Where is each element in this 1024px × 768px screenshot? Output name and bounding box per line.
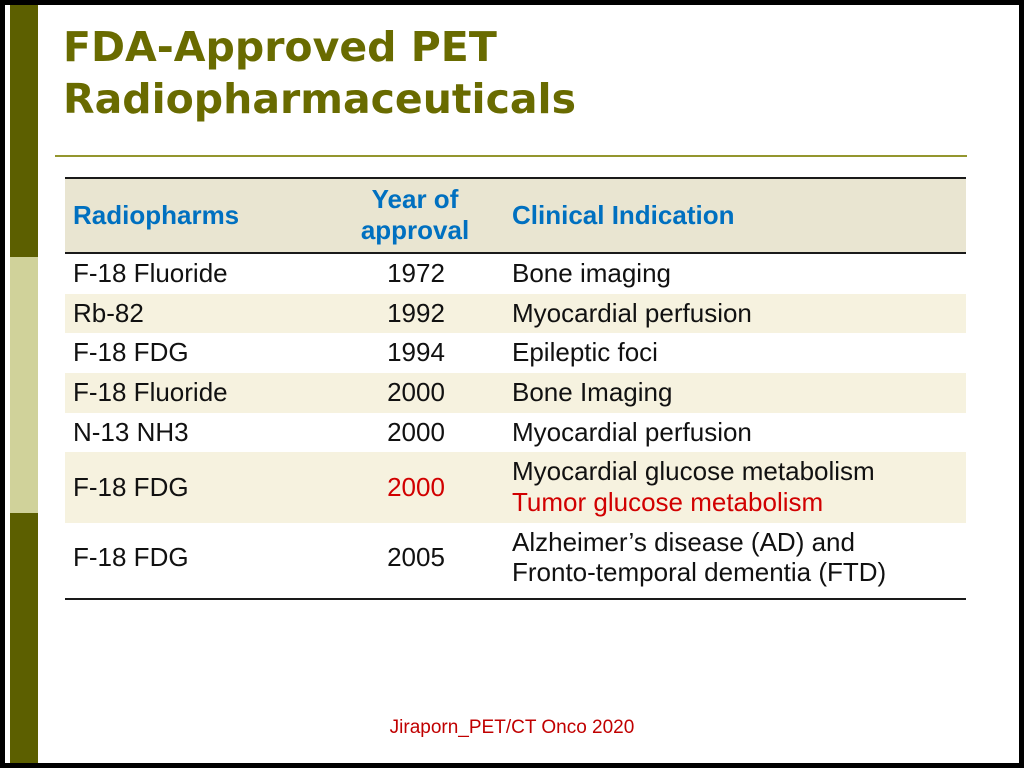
indication-line: Myocardial perfusion [512, 297, 752, 328]
radiopharm-cell: F-18 Fluoride [73, 258, 228, 288]
header-radiopharms: Radiopharms [65, 177, 350, 254]
accent-bar-bottom-segment [10, 512, 38, 763]
indication-line: Myocardial perfusion [512, 416, 752, 447]
table-row: F-18 Fluoride 1972 Bone imaging [65, 253, 966, 294]
indication-line: Epileptic foci [512, 337, 658, 368]
table-row: F-18 Fluoride 2000 Bone Imaging [65, 373, 966, 413]
radiopharm-cell: F-18 FDG [73, 471, 189, 502]
table-row: F-18 FDG 2000 Myocardial glucose metabolis… [65, 452, 966, 523]
radiopharm-cell: F-18 Fluoride [73, 377, 228, 408]
indication-line: Myocardial glucose metabolism [512, 456, 875, 487]
table-body: F-18 Fluoride 1972 Bone imaging Rb-82 1992 My… [65, 253, 966, 601]
year-cell: 1972 [387, 258, 445, 288]
footer-credit: Jiraporn_PET/CT Onco 2020 [389, 717, 635, 738]
year-cell: 2000 [387, 377, 445, 408]
accent-bar-top-segment [10, 5, 38, 257]
year-cell: 2005 [350, 522, 480, 601]
indication-line: Bone Imaging [512, 377, 673, 408]
radiopharm-cell: Rb-82 [73, 297, 144, 328]
radiopharm-cell: F-18 FDG [73, 337, 189, 368]
indication-cell: Myocardial perfusion [480, 294, 966, 334]
indication-line: Bone imaging [512, 258, 671, 288]
indication-line: Tumor glucose metabolism [512, 487, 824, 518]
table-header-row: Radiopharms Year of approval Clinical In… [65, 177, 966, 254]
indication-line: Fronto-temporal dementia (FTD) [512, 557, 887, 588]
year-cell: 1992 [387, 297, 445, 328]
year-cell: 1994 [387, 337, 445, 368]
indication-cell: Bone Imaging [480, 373, 966, 413]
radiopharm-cell: F-18 FDG [65, 522, 350, 601]
table-row: F-18 FDG 1994 Epileptic foci [65, 333, 966, 373]
accent-bar-middle-segment [10, 256, 38, 513]
header-clinical-indication: Clinical Indication [480, 177, 966, 254]
table-row: F-18 FDG 2005 Alzheimer’s disease (AD) and… [65, 522, 966, 601]
radiopharm-cell: N-13 NH3 [73, 416, 189, 447]
year-cell: 2000 [387, 471, 445, 502]
title-underline [55, 155, 967, 157]
radiopharm-table: Radiopharms Year of approval Clinical In… [65, 177, 966, 601]
indication-line: Alzheimer’s disease (AD) and [512, 526, 855, 557]
header-year-of-approval: Year of approval [350, 177, 480, 254]
indication-cell: Myocardial perfusion [480, 413, 966, 453]
left-accent-bar [10, 5, 38, 763]
year-cell: 2000 [387, 416, 445, 447]
slide-title-line-1: FDA-Approved PET [63, 23, 497, 71]
table-row: Rb-82 1992 Myocardial perfusion [65, 293, 966, 334]
indication-cell: Myocardial glucose metabolism Tumor gluco… [480, 452, 966, 522]
indication-cell: Alzheimer’s disease (AD) and Fronto-tempo… [480, 522, 966, 601]
slide: FDA-Approved PET Radiopharmaceuticals Ra… [5, 5, 1019, 763]
slide-title-line-2: Radiopharmaceuticals [63, 75, 577, 124]
indication-cell: Epileptic foci [480, 333, 966, 373]
indication-cell: Bone imaging [480, 253, 966, 294]
table-row: N-13 NH3 2000 Myocardial perfusion [65, 413, 966, 453]
slide-title: FDA-Approved PET Radiopharmaceuticals [63, 21, 576, 126]
